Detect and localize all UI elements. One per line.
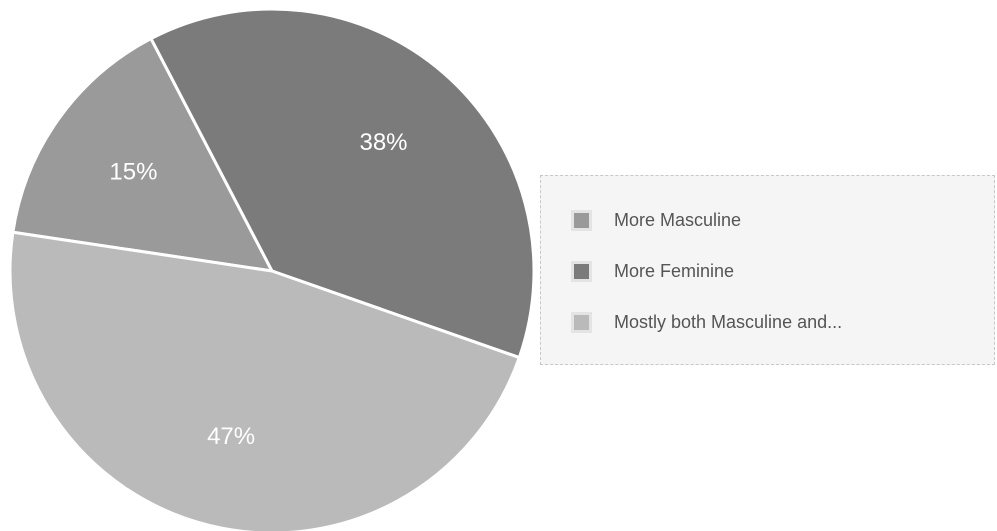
legend-item-more-feminine[interactable]: More Feminine (571, 256, 994, 286)
pie-slice-more-feminine[interactable] (149, 7, 536, 360)
pie-slice-more-masculine[interactable] (11, 37, 274, 273)
pie-slice-mostly-both-masculine-and[interactable] (8, 230, 521, 531)
legend-swatch-mostly-both (571, 311, 592, 333)
legend-label: Mostly both Masculine and... (614, 311, 843, 332)
legend-swatch-more-feminine (571, 260, 592, 282)
legend-label: More Masculine (614, 209, 742, 230)
slice-label-more-masculine: 15% (109, 159, 157, 186)
slice-label-mostly-both-masculine-and: 47% (207, 423, 255, 450)
slice-label-more-feminine: 38% (359, 129, 407, 156)
legend-label: More Feminine (614, 260, 735, 281)
legend-item-mostly-both[interactable]: Mostly both Masculine and... (571, 307, 994, 337)
legend-swatch-more-masculine (571, 209, 592, 231)
pie-chart: 15% 38% 47% (8, 7, 536, 531)
legend-item-more-masculine[interactable]: More Masculine (571, 205, 994, 235)
chart-legend: More Masculine More Feminine Mostly both… (540, 175, 995, 365)
